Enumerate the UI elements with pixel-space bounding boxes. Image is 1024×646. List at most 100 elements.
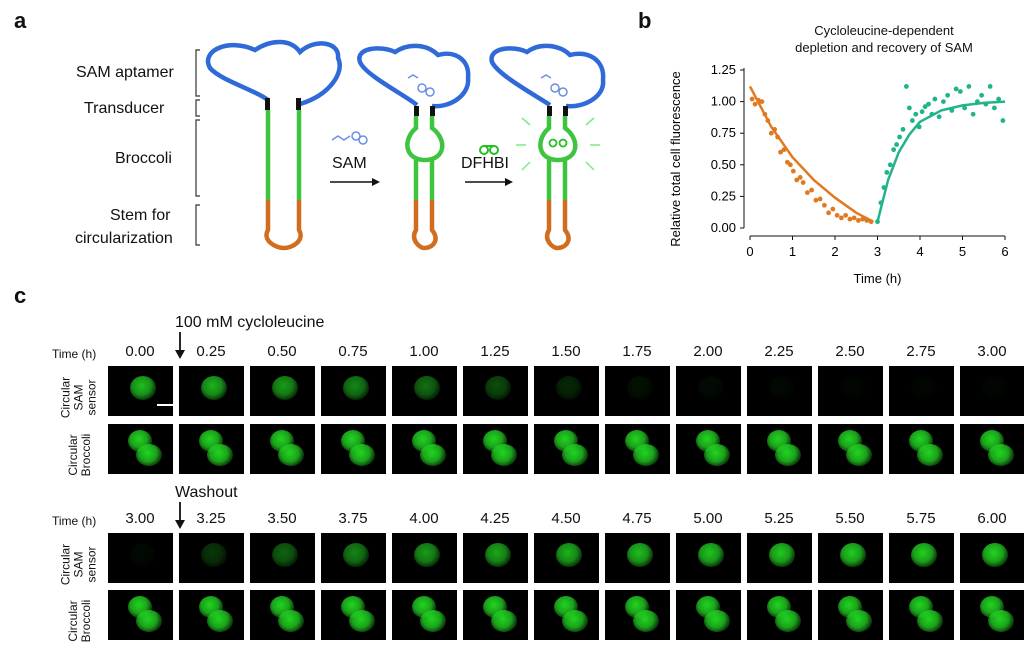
time-tick-label: 5.00 [693, 510, 723, 527]
broccoli-strip-bottom [108, 590, 1024, 640]
recovery-point [884, 169, 890, 175]
recovery-point [926, 101, 931, 107]
microscopy-frame [534, 533, 599, 583]
rna-structure-2 [357, 43, 471, 251]
y-tick-label: 0.75 [711, 125, 736, 140]
recovery-point [932, 96, 938, 102]
row-label-broccoli-bottom: Circular Broccoli [66, 596, 93, 646]
x-tick-label: 4 [916, 244, 923, 259]
cell-blob [278, 444, 304, 466]
time-tick-label: 4.50 [551, 510, 581, 527]
time-tick-label: 1.50 [551, 343, 581, 360]
time-tick-label: 2.50 [835, 343, 865, 360]
row-label-line: Broccoli [79, 433, 93, 477]
depletion-point [765, 118, 771, 123]
x-tick-label: 3 [874, 244, 881, 259]
cell-blob [562, 444, 588, 466]
depletion-point [787, 162, 793, 168]
microscopy-frame [747, 366, 812, 416]
cell-blob [349, 610, 375, 632]
depletion-point [855, 218, 861, 223]
microscopy-frame [889, 424, 954, 474]
depletion-point [830, 206, 836, 212]
microscopy-frame [463, 424, 528, 474]
row-label-sam-sensor-top: Circular SAM sensor [59, 368, 99, 428]
y-tick-label: 0.25 [711, 188, 736, 203]
cell-blob [420, 610, 446, 632]
cell-blob [704, 444, 730, 466]
recovery-point [906, 105, 912, 111]
microscopy-frame [179, 366, 244, 416]
rna-diagram [195, 39, 606, 251]
microscopy-frame [179, 424, 244, 474]
cell-blob [988, 444, 1014, 466]
depletion-point [790, 168, 796, 174]
microscopy-frame [605, 590, 670, 640]
rna-structure-3 [489, 43, 606, 251]
time-tick-label: 2.25 [764, 343, 794, 360]
microscopy-frame [108, 533, 173, 583]
time-header-bottom: Time (h) [52, 514, 97, 528]
microscopy-frame [463, 366, 528, 416]
cell-blob [775, 444, 801, 466]
microscopy-frame [818, 424, 883, 474]
time-tick-label: 3.00 [977, 343, 1007, 360]
broccoli-strip-top [108, 424, 1024, 474]
time-tick-label: 3.25 [196, 510, 226, 527]
depletion-point [781, 147, 787, 153]
rna-structure-1 [205, 39, 342, 251]
time-tick-label: 6.00 [977, 510, 1007, 527]
panel-b-letter: b [638, 8, 652, 33]
microscopy-frame [818, 533, 883, 583]
microscopy-frame [321, 424, 386, 474]
microscopy-frame [889, 366, 954, 416]
depletion-point [794, 177, 800, 183]
recovery-point [945, 92, 951, 98]
recovery-point [983, 101, 989, 107]
depletion-point [860, 216, 866, 222]
row-label-line: sensor [84, 546, 99, 583]
depletion-point [838, 215, 844, 221]
recovery-point [897, 134, 902, 140]
recovery-point [1000, 118, 1006, 123]
label-transducer: Transducer [84, 100, 165, 117]
chart-title: Cycloleucine-dependent depletion and rec… [768, 22, 1000, 56]
recovery-point [940, 99, 946, 104]
recovery-point [881, 185, 887, 190]
y-tick-label: 0.50 [711, 157, 736, 172]
label-circularization: circularization [75, 230, 173, 247]
cell-blob [207, 610, 233, 632]
microscopy-frame [108, 424, 173, 474]
microscopy-frame [108, 590, 173, 640]
cell-blob [343, 376, 369, 400]
cell-blob [698, 376, 724, 400]
panel-c-letter: c [14, 283, 27, 308]
microscopy-frame [747, 533, 812, 583]
time-header-top: Time (h) [52, 347, 97, 361]
cell-blob [491, 444, 517, 466]
recovery-point [913, 111, 919, 117]
chart-title-line2: depletion and recovery of SAM [795, 40, 973, 55]
recovery-point [970, 111, 976, 117]
cell-blob [840, 543, 866, 567]
recovery-point [987, 84, 993, 89]
cell-blob [633, 444, 659, 466]
depletion-point [809, 187, 815, 193]
cell-blob [769, 376, 795, 400]
cell-blob [207, 444, 233, 466]
cell-blob [627, 376, 653, 400]
cell-blob [136, 444, 162, 466]
x-tick-label: 2 [831, 244, 838, 259]
microscopy-frame [321, 533, 386, 583]
time-tick-label: 5.50 [835, 510, 865, 527]
scale-bar [157, 404, 178, 406]
cell-blob [917, 444, 943, 466]
microscopy-frame [392, 424, 457, 474]
cell-blob [201, 543, 227, 567]
recovery-point [919, 109, 925, 115]
depletion-point [826, 210, 832, 216]
arrow-sam-label: SAM [332, 155, 367, 172]
depletion-point [752, 101, 758, 107]
depletion-point [772, 127, 778, 132]
x-tick-label: 0 [746, 244, 753, 259]
